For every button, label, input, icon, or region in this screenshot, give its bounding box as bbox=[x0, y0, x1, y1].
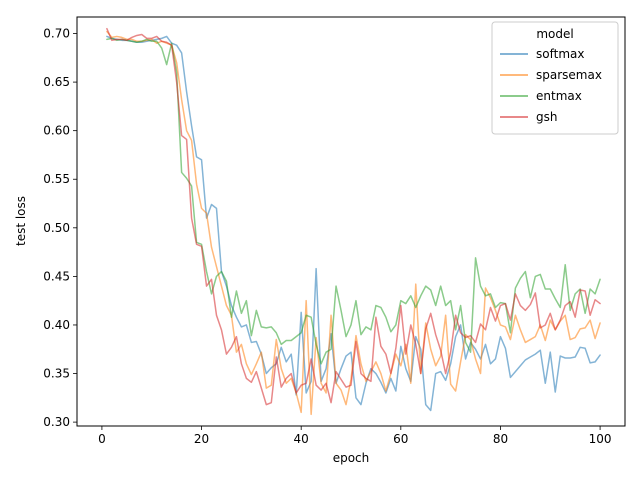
legend-box bbox=[491, 21, 619, 135]
x-axis-title: epoch bbox=[333, 451, 370, 465]
series-layer bbox=[106, 27, 601, 416]
x-tick-label: 100 bbox=[589, 432, 612, 446]
legend-label-gsh: gsh bbox=[536, 110, 557, 124]
x-axis: 0 20 40 60 80 100 bbox=[98, 426, 612, 446]
x-tick-label: 0 bbox=[98, 432, 106, 446]
y-axis-title: test loss bbox=[14, 196, 28, 246]
x-tick-label: 20 bbox=[194, 432, 209, 446]
legend-title: model bbox=[536, 27, 573, 41]
y-tick-label: 0.70 bbox=[43, 27, 70, 41]
x-tick-label: 60 bbox=[393, 432, 408, 446]
legend-label-softmax: softmax bbox=[536, 47, 584, 61]
y-tick-label: 0.45 bbox=[43, 269, 70, 283]
y-tick-label: 0.35 bbox=[43, 367, 70, 381]
plot-frame bbox=[76, 16, 626, 427]
y-tick-label: 0.60 bbox=[43, 124, 70, 138]
legend-label-entmax: entmax bbox=[536, 89, 582, 103]
y-tick-label: 0.55 bbox=[43, 172, 70, 186]
y-tick-label: 0.30 bbox=[43, 415, 70, 429]
x-tick-label: 80 bbox=[493, 432, 508, 446]
legend-label-sparsemax: sparsemax bbox=[536, 68, 602, 82]
y-tick-label: 0.65 bbox=[43, 75, 70, 89]
legend: model softmax sparsemax entmax gsh bbox=[491, 21, 619, 135]
y-tick-label: 0.40 bbox=[43, 318, 70, 332]
y-axis: 0.30 0.35 0.40 0.45 0.50 0.55 0.60 0.65 0.70 bbox=[43, 27, 77, 429]
series-line-softmax bbox=[106, 35, 601, 412]
y-tick-label: 0.50 bbox=[43, 221, 70, 235]
series-line-gsh bbox=[106, 27, 601, 406]
x-tick-label: 40 bbox=[294, 432, 309, 446]
